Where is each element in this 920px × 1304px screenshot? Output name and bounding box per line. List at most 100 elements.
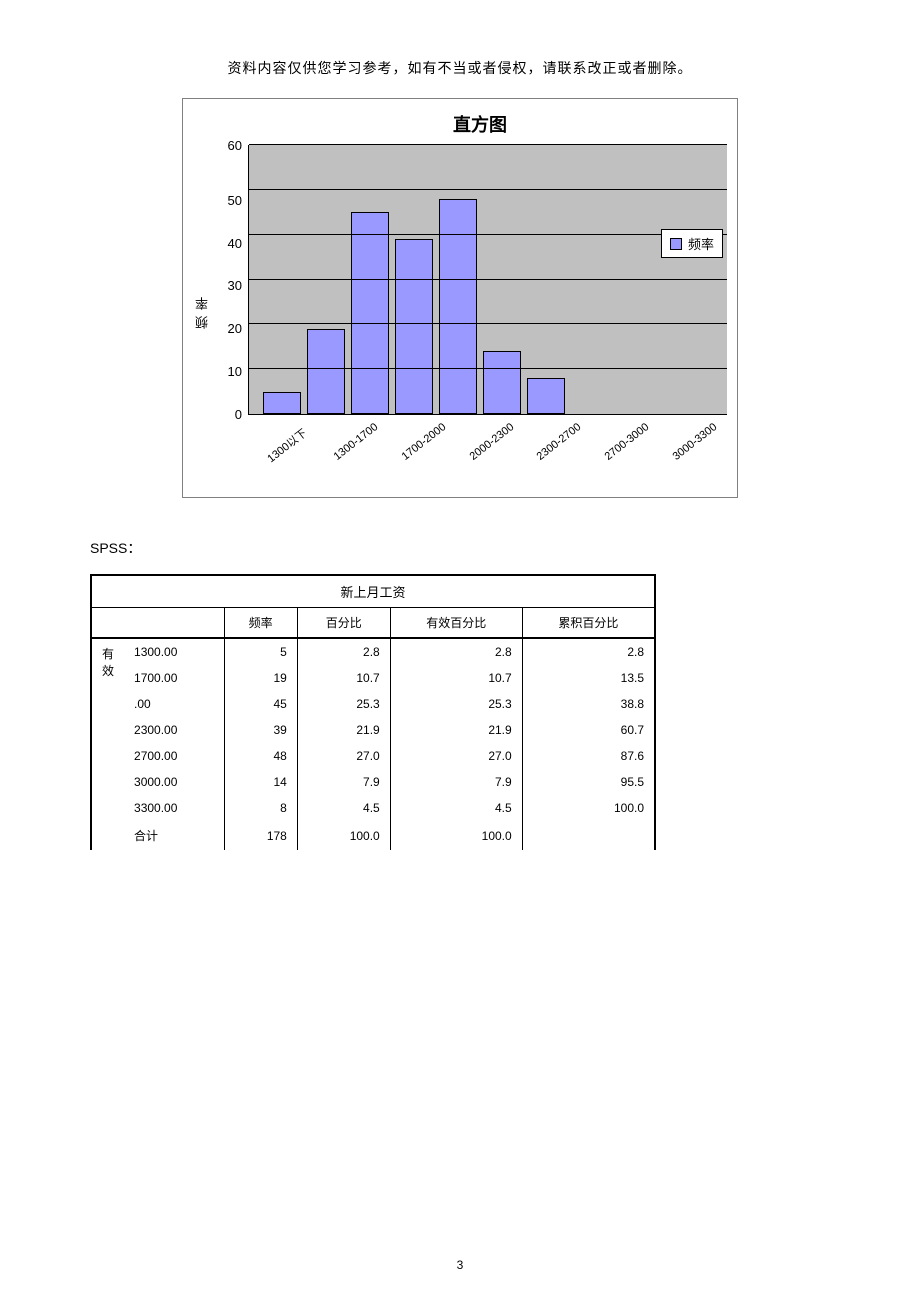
bar <box>439 199 477 414</box>
cell-cpct: 95.5 <box>522 769 655 795</box>
cell-pct: 100.0 <box>297 821 390 850</box>
gridline <box>249 234 727 235</box>
x-ticks: 1300以下1300-17001700-20002000-23002300-27… <box>216 415 727 475</box>
cell-cpct: 38.8 <box>522 691 655 717</box>
cell-category: 1700.00 <box>124 665 224 691</box>
table-title: 新上月工资 <box>90 574 656 608</box>
frequency-table: 频率 百分比 有效百分比 累积百分比 有效1300.0052.82.82.817… <box>90 608 656 850</box>
y-ticks: 6050403020100 <box>216 145 248 415</box>
gridline <box>249 279 727 280</box>
cell-vpct: 27.0 <box>390 743 522 769</box>
chart-title: 直方图 <box>193 111 727 137</box>
cell-pct: 7.9 <box>297 769 390 795</box>
cell-category: 2700.00 <box>124 743 224 769</box>
x-tick-label: 2700-3000 <box>603 430 670 501</box>
legend-label: 频率 <box>688 234 714 253</box>
gridline <box>249 323 727 324</box>
header-note: 资料内容仅供您学习参考，如有不当或者侵权，请联系改正或者删除。 <box>90 58 830 78</box>
header-vpct: 有效百分比 <box>390 608 522 638</box>
page-number: 3 <box>0 1258 920 1272</box>
cell-freq: 8 <box>224 795 297 821</box>
plot-top: 6050403020100 <box>216 145 727 415</box>
table-row: 3000.00147.97.995.5 <box>91 769 655 795</box>
header-blank <box>91 608 224 638</box>
y-tick-label: 20 <box>228 322 242 335</box>
header-cpct: 累积百分比 <box>522 608 655 638</box>
table-row: 合计178100.0100.0 <box>91 821 655 850</box>
bar <box>307 329 345 414</box>
cell-cpct: 2.8 <box>522 638 655 665</box>
header-freq: 频率 <box>224 608 297 638</box>
cell-vpct: 21.9 <box>390 717 522 743</box>
bar <box>395 239 433 414</box>
header-pct: 百分比 <box>297 608 390 638</box>
table-row: 2700.004827.027.087.6 <box>91 743 655 769</box>
cell-pct: 4.5 <box>297 795 390 821</box>
cell-category: 3300.00 <box>124 795 224 821</box>
x-tick-label: 1300-1700 <box>331 430 398 501</box>
table-row: 3300.0084.54.5100.0 <box>91 795 655 821</box>
plot-area <box>248 145 727 415</box>
legend-swatch <box>670 238 682 250</box>
table-row: .004525.325.338.8 <box>91 691 655 717</box>
y-tick-label: 60 <box>228 139 242 152</box>
cell-pct: 10.7 <box>297 665 390 691</box>
y-tick-label: 40 <box>228 237 242 250</box>
document-page: 资料内容仅供您学习参考，如有不当或者侵权，请联系改正或者删除。 直方图 频率 6… <box>0 0 920 850</box>
cell-cpct <box>522 821 655 850</box>
cell-vpct: 100.0 <box>390 821 522 850</box>
histogram-chart: 直方图 频率 6050403020100 1300以下1300-17001700… <box>182 98 738 498</box>
cell-pct: 27.0 <box>297 743 390 769</box>
y-axis-label: 频率 <box>193 291 212 329</box>
y-tick-label: 30 <box>228 279 242 292</box>
cell-freq: 39 <box>224 717 297 743</box>
bar <box>263 392 301 414</box>
cell-pct: 2.8 <box>297 638 390 665</box>
bar <box>351 212 389 414</box>
cell-cpct: 87.6 <box>522 743 655 769</box>
table-row: 有效1300.0052.82.82.8 <box>91 638 655 665</box>
x-tick-label: 1700-2000 <box>399 430 466 501</box>
table-header-row: 频率 百分比 有效百分比 累积百分比 <box>91 608 655 638</box>
cell-cpct: 60.7 <box>522 717 655 743</box>
y-tick-label: 50 <box>228 194 242 207</box>
x-tick-label: 2000-2300 <box>467 430 534 501</box>
cell-freq: 45 <box>224 691 297 717</box>
gridline <box>249 368 727 369</box>
cell-category: 2300.00 <box>124 717 224 743</box>
y-tick-label: 10 <box>228 365 242 378</box>
gridline <box>249 189 727 190</box>
cell-freq: 14 <box>224 769 297 795</box>
gridline <box>249 144 727 145</box>
cell-vpct: 2.8 <box>390 638 522 665</box>
cell-vpct: 4.5 <box>390 795 522 821</box>
cell-category: 1300.00 <box>124 638 224 665</box>
bar <box>527 378 565 414</box>
cell-freq: 5 <box>224 638 297 665</box>
cell-pct: 25.3 <box>297 691 390 717</box>
table-row: 1700.001910.710.713.5 <box>91 665 655 691</box>
cell-freq: 48 <box>224 743 297 769</box>
table-row: 2300.003921.921.960.7 <box>91 717 655 743</box>
chart-legend: 频率 <box>661 229 723 258</box>
cell-vpct: 25.3 <box>390 691 522 717</box>
x-tick-label: 3000-3300 <box>671 430 738 501</box>
x-tick-label: 2300-2700 <box>535 430 602 501</box>
x-tick-label: 1300以下 <box>264 430 331 501</box>
cell-category: 合计 <box>124 821 224 850</box>
spss-label: SPSS： <box>90 538 830 558</box>
row-group-label: 有效 <box>91 638 124 850</box>
cell-cpct: 100.0 <box>522 795 655 821</box>
cell-category: .00 <box>124 691 224 717</box>
cell-freq: 19 <box>224 665 297 691</box>
plot-wrap: 6050403020100 1300以下1300-17001700-200020… <box>216 145 727 475</box>
chart-body: 频率 6050403020100 1300以下1300-17001700-200… <box>193 145 727 475</box>
cell-freq: 178 <box>224 821 297 850</box>
cell-category: 3000.00 <box>124 769 224 795</box>
cell-cpct: 13.5 <box>522 665 655 691</box>
bars-container <box>249 145 727 414</box>
cell-vpct: 7.9 <box>390 769 522 795</box>
bar <box>483 351 521 414</box>
cell-pct: 21.9 <box>297 717 390 743</box>
frequency-table-wrap: 新上月工资 频率 百分比 有效百分比 累积百分比 有效1300.0052.82.… <box>90 574 830 850</box>
